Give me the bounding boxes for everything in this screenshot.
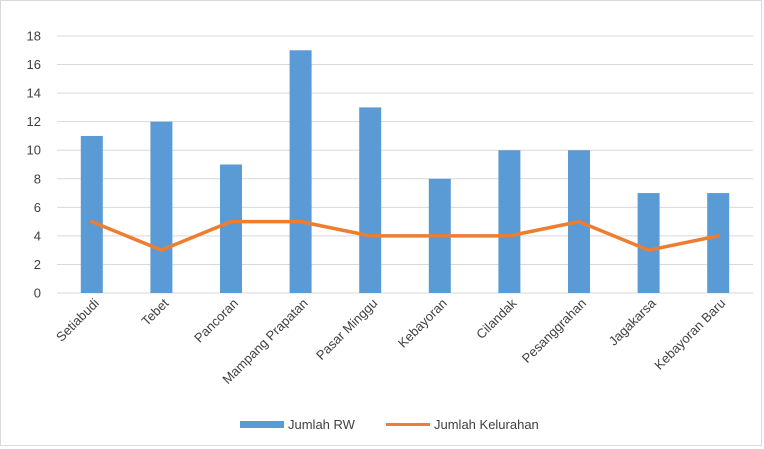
line-point-jumlah-kelurahan [300,221,302,223]
y-tick-label: 2 [34,257,41,272]
y-tick-label: 0 [34,286,41,301]
y-tick-label: 14 [27,86,41,101]
legend-swatch-jumlah-rw [240,421,284,428]
line-point-jumlah-kelurahan [578,221,580,223]
x-tick-label: Pesanggrahan [519,296,589,366]
bar-jumlah-rw [80,135,103,293]
x-tick-label: Kebayoran [395,296,450,351]
legend-label-jumlah-rw: Jumlah RW [288,417,356,432]
x-tick-label: Pasar Minggu [313,296,380,363]
x-tick-label: Kebayoran Baru [651,296,728,373]
y-tick-label: 4 [34,228,41,243]
y-axis-ticks: 0 2 4 6 8 10 12 14 16 18 [27,29,41,301]
bar-jumlah-rw [707,193,730,293]
y-tick-label: 16 [27,57,41,72]
legend: Jumlah RW Jumlah Kelurahan [240,417,539,432]
line-point-jumlah-kelurahan [717,235,719,237]
gridlines [57,35,753,294]
x-tick-label: Tebet [138,295,171,328]
x-tick-label: Jagakarsa [606,295,660,349]
line-point-jumlah-kelurahan [439,235,441,237]
y-tick-label: 6 [34,200,41,215]
y-tick-label: 10 [27,143,41,158]
bar-jumlah-rw [289,50,312,294]
bar-jumlah-rw [150,121,173,294]
y-tick-label: 12 [27,114,41,129]
bars-jumlah-rw [80,50,730,294]
legend-label-jumlah-kelurahan: Jumlah Kelurahan [434,417,539,432]
line-point-jumlah-kelurahan [369,235,371,237]
x-tick-label: Cilandak [473,295,520,342]
series-line-jumlah-kelurahan [90,219,720,252]
bar-jumlah-rw [498,150,521,293]
bar-jumlah-rw [220,164,242,293]
x-tick-label: Pancoran [191,296,241,346]
line-point-jumlah-kelurahan [160,249,162,251]
line-point-jumlah-kelurahan [508,235,510,237]
bar-jumlah-rw [359,107,382,293]
line-point-jumlah-kelurahan [230,221,232,223]
bar-jumlah-rw [637,193,660,293]
line-jumlah-kelurahan [90,219,720,252]
x-tick-label: Setiabudi [53,295,102,344]
y-tick-label: 18 [27,29,41,44]
line-point-jumlah-kelurahan [648,249,650,251]
y-tick-label: 8 [34,171,41,186]
line-point-jumlah-kelurahan [91,221,93,223]
